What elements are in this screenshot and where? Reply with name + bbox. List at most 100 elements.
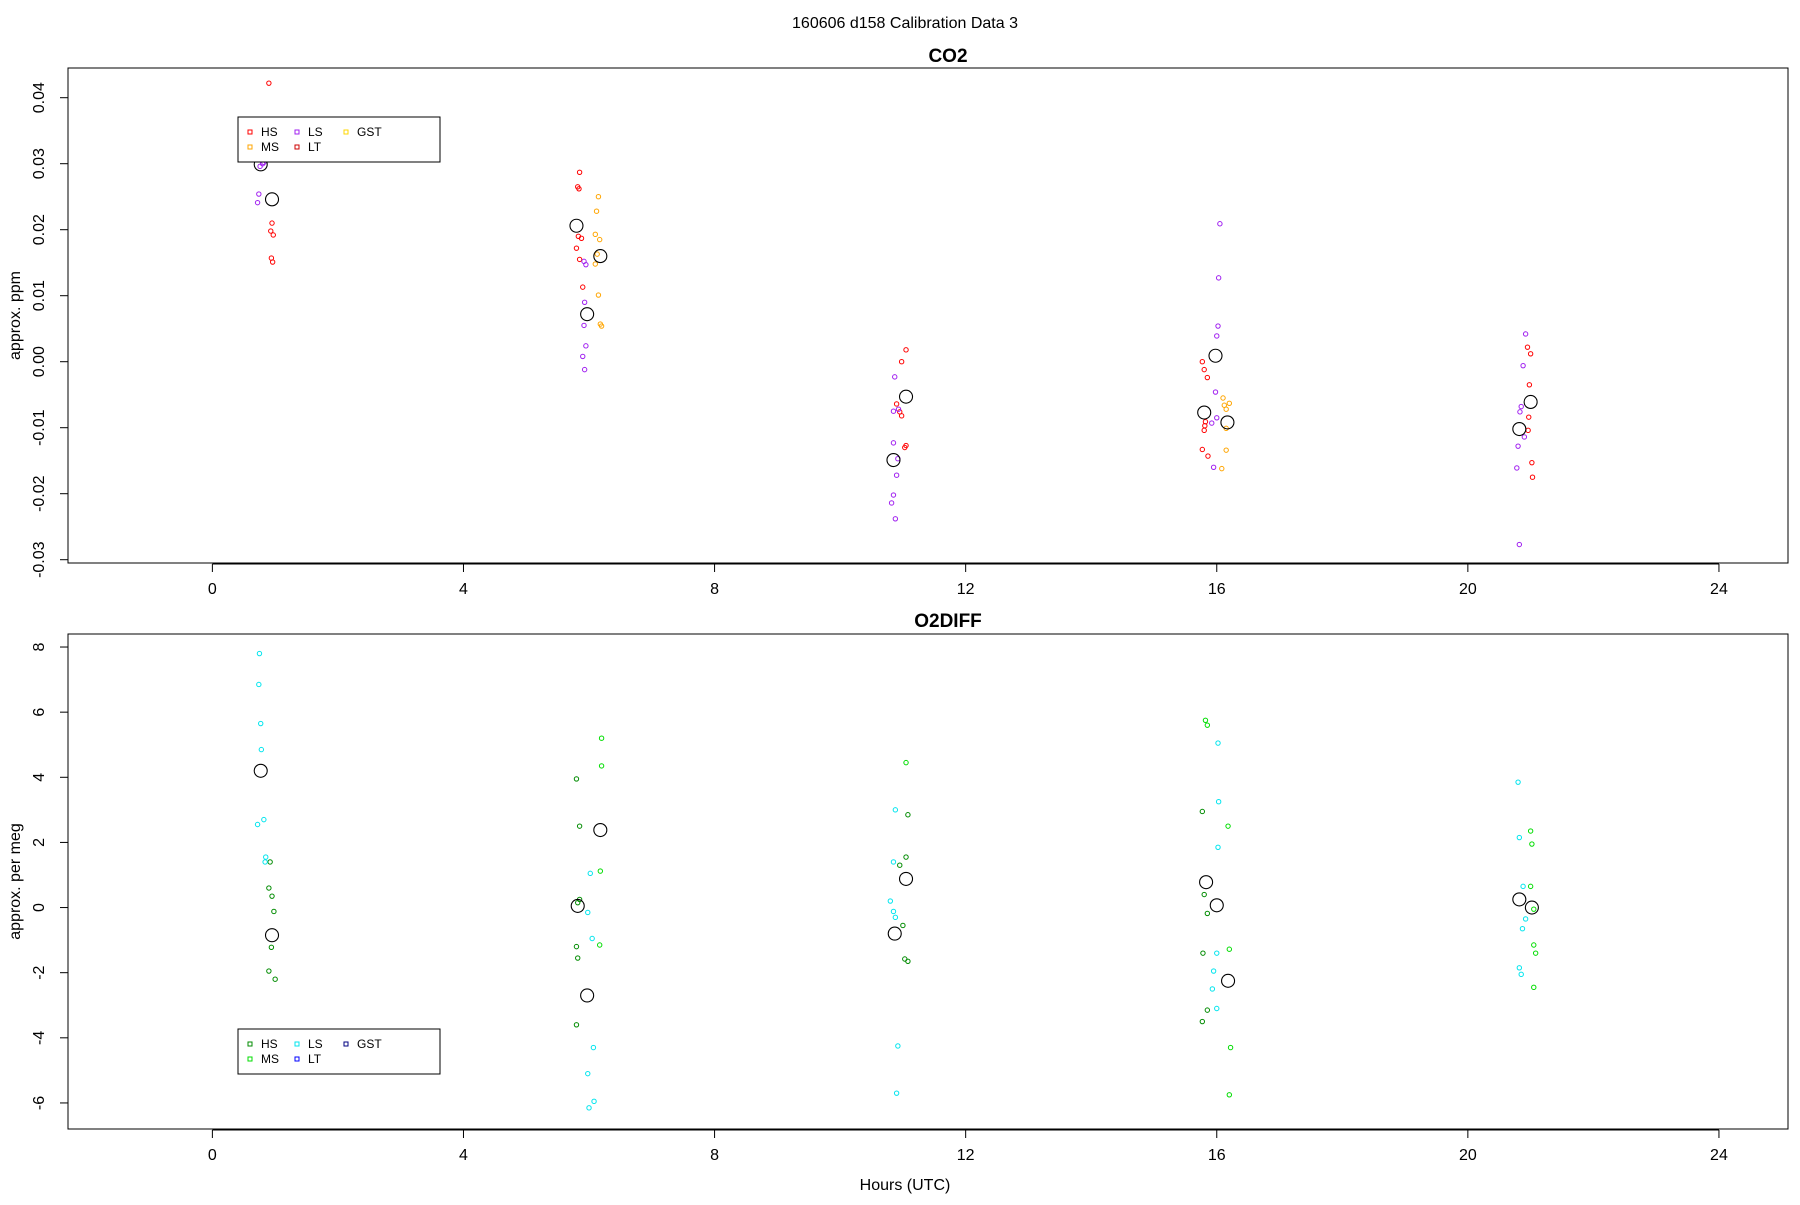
point-hs [1525, 427, 1531, 434]
point-hs [573, 1022, 580, 1028]
point-hs [898, 359, 905, 365]
point-ms [1227, 1044, 1234, 1051]
point-hs [266, 968, 272, 974]
y-tick-label: 4 [31, 773, 48, 782]
point-ls [890, 408, 897, 414]
y-tick-label: -4 [31, 1031, 48, 1045]
y-tick-label: 0.04 [31, 82, 48, 113]
point-ls [263, 854, 269, 860]
point-hs [902, 444, 908, 451]
point-hs [1204, 910, 1211, 917]
legend-label: HS [261, 125, 278, 139]
point-ms [1226, 400, 1233, 406]
point-ms [598, 763, 605, 769]
point-hs [266, 885, 272, 891]
point-hs [898, 413, 905, 419]
mean-point [569, 218, 584, 233]
point-ls [1214, 415, 1220, 421]
point-ms [598, 323, 605, 329]
point-ls [890, 440, 897, 446]
mean-point [1197, 405, 1212, 420]
point-hs [271, 908, 277, 915]
point-ls [1214, 950, 1220, 956]
point-ls [261, 816, 267, 823]
x-tick-label: 12 [957, 581, 975, 598]
legend-label: GST [357, 125, 382, 139]
point-hs [272, 976, 278, 982]
x-tick-label: 20 [1459, 581, 1477, 598]
point-hs [269, 893, 275, 899]
point-ms [1204, 722, 1211, 728]
point-ls [1522, 331, 1529, 337]
point-ls [1522, 916, 1529, 922]
mean-point [1209, 898, 1224, 913]
point-ls [890, 908, 897, 915]
point-ls [1214, 1005, 1220, 1012]
point-ls [887, 898, 894, 904]
point-hs [580, 284, 586, 290]
point-hs [576, 169, 583, 175]
point-ls [1515, 443, 1521, 449]
point-ls [895, 1043, 901, 1049]
point-hs [578, 235, 585, 241]
mean-point [886, 452, 901, 468]
legend-label: LT [308, 140, 322, 154]
point-hs [268, 944, 275, 950]
point-ls [1518, 971, 1524, 978]
point-ls [583, 261, 589, 268]
point-ms [1531, 942, 1537, 948]
x-tick-label: 24 [1710, 581, 1728, 598]
point-hs [1529, 474, 1536, 480]
point-ls [895, 406, 902, 412]
point-ms [597, 868, 604, 874]
legend-marker [294, 1056, 300, 1062]
point-ms [1225, 823, 1231, 829]
point-ms [592, 231, 598, 238]
legend-marker [294, 1041, 300, 1047]
point-hs [1527, 351, 1534, 357]
x-tick-label: 24 [1710, 1147, 1728, 1164]
point-hs [1524, 344, 1531, 350]
point-ls [1212, 389, 1219, 395]
mean-point [887, 926, 902, 941]
point-ms [1531, 984, 1537, 991]
point-ls [893, 472, 900, 478]
y-tick-label: 0.00 [31, 346, 48, 377]
x-tick-label: 0 [208, 581, 217, 598]
point-ms [592, 261, 598, 267]
point-ls [581, 366, 588, 373]
point-ls [893, 1090, 900, 1096]
point-ls [1209, 986, 1216, 992]
point-ms [594, 251, 600, 257]
point-ls [256, 681, 262, 688]
mean-point [898, 389, 914, 404]
point-hs [573, 776, 580, 782]
point-ls [1215, 740, 1221, 746]
point-hs [1199, 359, 1206, 365]
point-ms [903, 759, 909, 766]
x-tick-label: 4 [459, 1147, 468, 1164]
legend-label: MS [261, 1052, 279, 1066]
point-hs [267, 859, 273, 865]
point-ls [1217, 221, 1223, 227]
y-tick-label: 6 [31, 708, 48, 717]
point-ms [1527, 883, 1534, 890]
point-ls [256, 650, 263, 657]
point-hs [573, 943, 580, 950]
point-hs [1204, 374, 1211, 381]
mean-point [570, 898, 585, 913]
legend-label: GST [357, 1037, 382, 1051]
point-ls [1214, 333, 1220, 339]
legend-label: LS [308, 125, 323, 139]
point-ls [590, 1044, 597, 1051]
point-ls [585, 1070, 591, 1077]
point-ms [1226, 1092, 1233, 1098]
point-hs [270, 232, 276, 238]
legend-marker [247, 1041, 253, 1047]
point-hs [269, 220, 275, 226]
point-hs [1204, 1007, 1211, 1013]
point-hs [266, 80, 272, 86]
point-ls [257, 163, 263, 170]
x-tick-label: 16 [1208, 1147, 1226, 1164]
